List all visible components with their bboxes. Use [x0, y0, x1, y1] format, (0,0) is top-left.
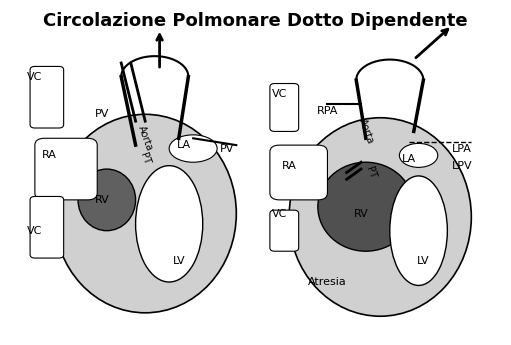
Text: PT: PT [138, 151, 152, 166]
Text: LV: LV [417, 256, 430, 266]
Text: LV: LV [172, 256, 185, 266]
Text: Aorta: Aorta [136, 124, 154, 152]
Text: Aorta: Aorta [357, 117, 375, 146]
Text: RA: RA [282, 161, 296, 171]
Ellipse shape [400, 144, 438, 167]
Text: VC: VC [27, 226, 42, 236]
Ellipse shape [318, 162, 414, 251]
Ellipse shape [289, 118, 471, 316]
Text: PV: PV [220, 144, 234, 154]
Text: PT: PT [364, 165, 377, 180]
Ellipse shape [135, 166, 203, 282]
Ellipse shape [169, 135, 217, 162]
FancyBboxPatch shape [270, 210, 298, 251]
Text: VC: VC [272, 209, 287, 219]
FancyBboxPatch shape [270, 145, 328, 200]
FancyBboxPatch shape [270, 83, 298, 131]
FancyBboxPatch shape [30, 196, 64, 258]
Ellipse shape [390, 176, 447, 285]
Text: PV: PV [95, 109, 109, 119]
Text: Circolazione Polmonare Dotto Dipendente: Circolazione Polmonare Dotto Dipendente [43, 12, 468, 30]
Text: LPV: LPV [451, 161, 472, 171]
Ellipse shape [54, 114, 236, 313]
FancyBboxPatch shape [35, 138, 97, 200]
Text: RV: RV [95, 195, 109, 205]
Text: Atresia: Atresia [308, 277, 347, 287]
Text: LPA: LPA [452, 144, 472, 154]
Text: LA: LA [176, 140, 191, 150]
Text: RA: RA [42, 150, 57, 160]
Text: VC: VC [272, 89, 287, 99]
FancyBboxPatch shape [30, 66, 64, 128]
Text: RV: RV [354, 209, 368, 219]
Text: VC: VC [27, 72, 42, 82]
Text: RPA: RPA [317, 106, 338, 116]
Text: LA: LA [402, 154, 416, 164]
Ellipse shape [78, 169, 135, 231]
